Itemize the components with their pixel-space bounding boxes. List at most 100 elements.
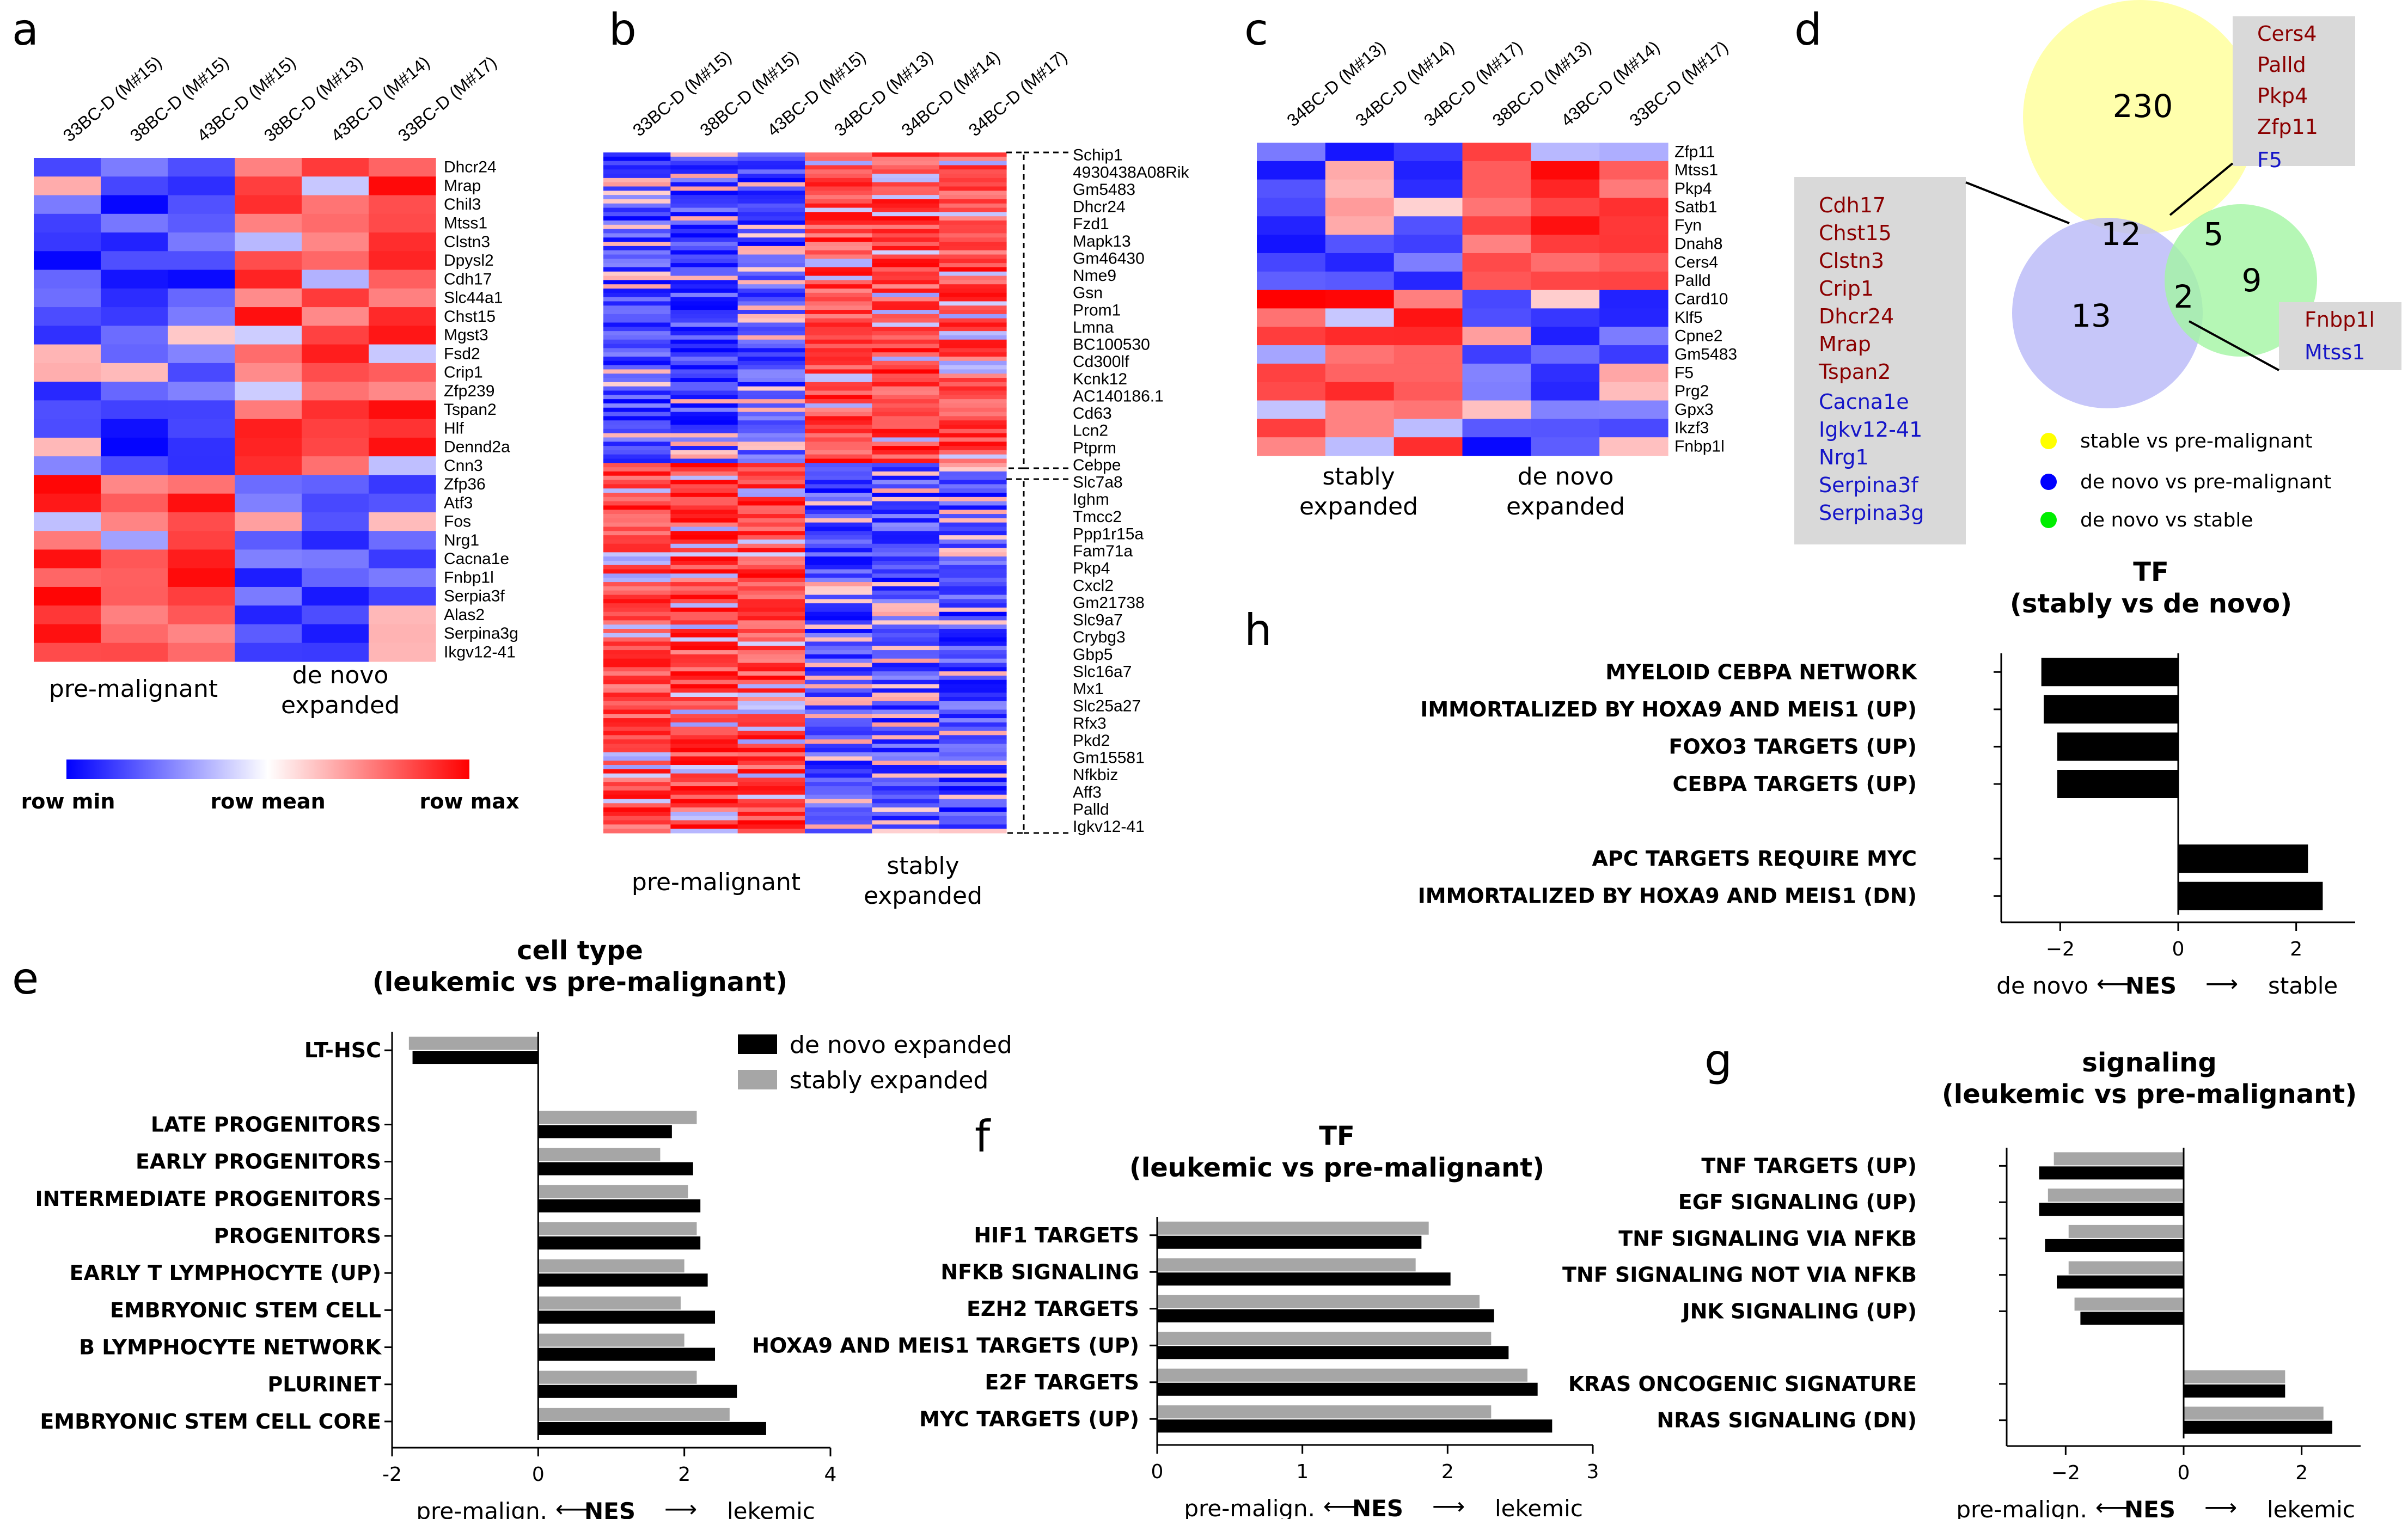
heatmap-cell bbox=[737, 156, 805, 162]
heatmap-cell bbox=[1462, 235, 1531, 254]
heatmap-cell bbox=[603, 573, 671, 578]
heatmap-cell bbox=[34, 382, 101, 401]
heatmap-cell bbox=[670, 331, 738, 336]
gene-label: AC140186.1 bbox=[1073, 387, 1164, 405]
color-scale-min: row min bbox=[21, 789, 115, 813]
heatmap-cell bbox=[737, 693, 805, 697]
heatmap-cell bbox=[737, 807, 805, 812]
heatmap-cell bbox=[872, 769, 940, 774]
heatmap-cell bbox=[168, 195, 235, 215]
heatmap-cell bbox=[805, 803, 872, 808]
heatmap-cell bbox=[235, 568, 302, 587]
x-axis-label-left: de novo bbox=[1996, 972, 2088, 999]
bar bbox=[1157, 1295, 1480, 1308]
heatmap-cell bbox=[670, 246, 738, 251]
heatmap-cell bbox=[670, 207, 738, 212]
heatmap-cell bbox=[737, 335, 805, 340]
chart-e: cell type(leukemic vs pre-malignant)LT-H… bbox=[35, 935, 837, 1519]
heatmap-cell bbox=[670, 624, 738, 629]
heatmap-cell bbox=[737, 595, 805, 599]
heatmap-cell bbox=[603, 203, 671, 209]
heatmap-cell bbox=[939, 688, 1007, 693]
venn-box-yellow-blue bbox=[1794, 177, 1966, 544]
heatmap-cell bbox=[670, 629, 738, 634]
bar bbox=[2057, 732, 2178, 761]
gene-label: Tmcc2 bbox=[1073, 508, 1122, 526]
heatmap-cell bbox=[302, 437, 369, 457]
heatmap-cell bbox=[737, 360, 805, 366]
heatmap-cell bbox=[603, 467, 671, 472]
heatmap-cell bbox=[670, 679, 738, 685]
bar bbox=[2045, 1239, 2184, 1252]
heatmap-cell bbox=[235, 586, 302, 606]
heatmap-cell bbox=[737, 484, 805, 489]
heatmap-cell bbox=[872, 378, 940, 383]
category-label: EGF SIGNALING (UP) bbox=[1678, 1190, 1917, 1214]
heatmap-cell bbox=[805, 177, 872, 183]
heatmap-cell bbox=[805, 646, 872, 651]
heatmap-cell bbox=[302, 176, 369, 196]
heatmap-cell bbox=[939, 425, 1007, 430]
heatmap-cell bbox=[939, 510, 1007, 514]
heatmap-cell bbox=[939, 224, 1007, 230]
heatmap-cell bbox=[670, 777, 738, 782]
heatmap-cell bbox=[670, 807, 738, 812]
heatmap-cell bbox=[670, 216, 738, 221]
heatmap-cell bbox=[737, 454, 805, 460]
heatmap-cell bbox=[939, 378, 1007, 383]
chart-title: TF bbox=[1319, 1121, 1355, 1152]
heatmap-cell bbox=[101, 158, 168, 177]
heatmap-cell bbox=[737, 212, 805, 217]
heatmap-cell bbox=[101, 456, 168, 476]
heatmap-cell bbox=[939, 195, 1007, 200]
heatmap-cell bbox=[805, 348, 872, 353]
heatmap-cell bbox=[805, 782, 872, 787]
heatmap-cell bbox=[872, 820, 940, 825]
heatmap-cell bbox=[670, 816, 738, 821]
heatmap-cell bbox=[737, 344, 805, 348]
heatmap-cell bbox=[1599, 216, 1669, 235]
heatmap-cell bbox=[670, 548, 738, 553]
heatmap-cell bbox=[939, 782, 1007, 787]
heatmap-cell bbox=[603, 365, 671, 370]
bar bbox=[412, 1051, 539, 1064]
heatmap-cell bbox=[1394, 253, 1463, 272]
venn-gene-down: Nrg1 bbox=[1819, 445, 1869, 469]
heatmap-cell bbox=[939, 348, 1007, 353]
heatmap-cell bbox=[737, 743, 805, 749]
heatmap-cell bbox=[1462, 290, 1531, 309]
heatmap-cell bbox=[34, 568, 101, 587]
heatmap-cell bbox=[939, 641, 1007, 646]
heatmap-cell bbox=[872, 611, 940, 617]
heatmap-cell bbox=[603, 497, 671, 502]
bar bbox=[538, 1222, 697, 1235]
heatmap-cell bbox=[872, 458, 940, 463]
heatmap-cell bbox=[805, 169, 872, 174]
bar bbox=[2184, 1406, 2324, 1420]
heatmap-cell bbox=[302, 605, 369, 625]
heatmap-cell bbox=[34, 326, 101, 345]
heatmap-cell bbox=[939, 242, 1007, 247]
heatmap-cell bbox=[670, 191, 738, 195]
category-label: MYELOID CEBPA NETWORK bbox=[1605, 660, 1917, 684]
gene-label: Nfkbiz bbox=[1073, 766, 1118, 784]
heatmap-cell bbox=[872, 505, 940, 510]
heatmap-cell bbox=[603, 212, 671, 217]
heatmap-cell bbox=[872, 352, 940, 357]
heatmap-cell bbox=[939, 433, 1007, 438]
heatmap-a: 33BC-D (M#15)38BC-D (M#15)43BC-D (M#15)3… bbox=[21, 52, 520, 813]
heatmap-cell bbox=[235, 382, 302, 401]
heatmap-cell bbox=[737, 305, 805, 310]
heatmap-cell bbox=[805, 773, 872, 779]
heatmap-cell bbox=[302, 307, 369, 326]
heatmap-cell bbox=[805, 357, 872, 362]
heatmap-cell bbox=[737, 633, 805, 638]
heatmap-cell bbox=[737, 510, 805, 514]
heatmap-cell bbox=[603, 199, 671, 204]
heatmap-cell bbox=[1462, 400, 1531, 419]
heatmap-cell bbox=[670, 739, 738, 744]
heatmap-cell bbox=[805, 216, 872, 221]
heatmap-cell bbox=[805, 450, 872, 455]
heatmap-cell bbox=[939, 437, 1007, 442]
